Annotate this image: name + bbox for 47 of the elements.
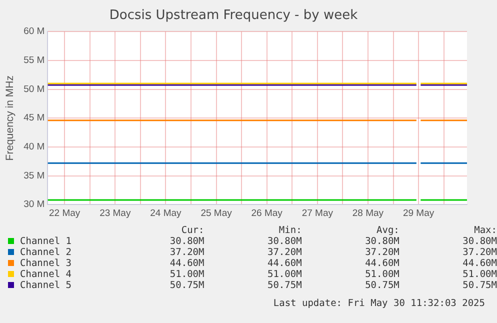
x-tick-label: 23 May: [100, 208, 131, 219]
y-tick-label: 45 M: [24, 112, 45, 124]
x-tick-label: 22 May: [48, 208, 80, 219]
text: Min:: [278, 225, 302, 236]
text: 44.60M: [266, 258, 302, 269]
legend-label: Channel 5: [19, 280, 72, 291]
y-tick-label: 40 M: [24, 142, 45, 153]
y-tick-label: 30 M: [24, 199, 45, 210]
y-tick-label: 60 M: [24, 26, 45, 38]
text: Max:: [473, 225, 497, 236]
y-axis-title: Frequency in MHz: [4, 76, 16, 161]
text: 30.80M: [266, 236, 302, 247]
text: 37.20M: [168, 247, 204, 258]
text: 30.80M: [462, 236, 497, 247]
text: 44.60M: [364, 258, 400, 269]
y-tick-label: 35 M: [24, 170, 45, 182]
y-tick-label: 50 M: [24, 84, 45, 95]
legend-label: Channel 1: [19, 236, 72, 247]
legend-label: Channel 3: [19, 258, 72, 269]
text: 50.75M: [266, 280, 302, 291]
text: Cur:: [180, 225, 204, 236]
text: 37.20M: [266, 247, 302, 258]
text: 50.75M: [364, 280, 400, 291]
text: 51.00M: [266, 269, 302, 280]
text: 30.80M: [364, 236, 400, 247]
x-tick-label: 24 May: [150, 208, 182, 219]
text: 37.20M: [364, 247, 400, 258]
chart-title: Docsis Upstream Frequency - by week: [109, 8, 358, 24]
y-tick-label: 55 M: [24, 55, 45, 66]
x-tick-label: 26 May: [251, 208, 283, 219]
legend-label: Channel 4: [19, 269, 72, 280]
text: 51.00M: [462, 269, 497, 280]
text: 51.00M: [364, 269, 400, 280]
text: Last update: Fri May 30 11:32:03 2025: [273, 298, 485, 309]
text: 50.75M: [168, 280, 204, 291]
text: 51.00M: [168, 269, 204, 280]
x-tick-label: 25 May: [200, 208, 232, 219]
text: 44.60M: [168, 258, 204, 269]
text: 30.80M: [168, 236, 204, 247]
x-tick-label: 27 May: [302, 208, 334, 219]
text: Avg:: [376, 225, 400, 236]
x-tick-label: 29 May: [402, 208, 434, 219]
text: 37.20M: [462, 247, 497, 258]
x-tick-label: 28 May: [352, 208, 384, 219]
legend-label: Channel 2: [19, 247, 72, 258]
text: 44.60M: [462, 258, 497, 269]
text: 50.75M: [462, 280, 497, 291]
